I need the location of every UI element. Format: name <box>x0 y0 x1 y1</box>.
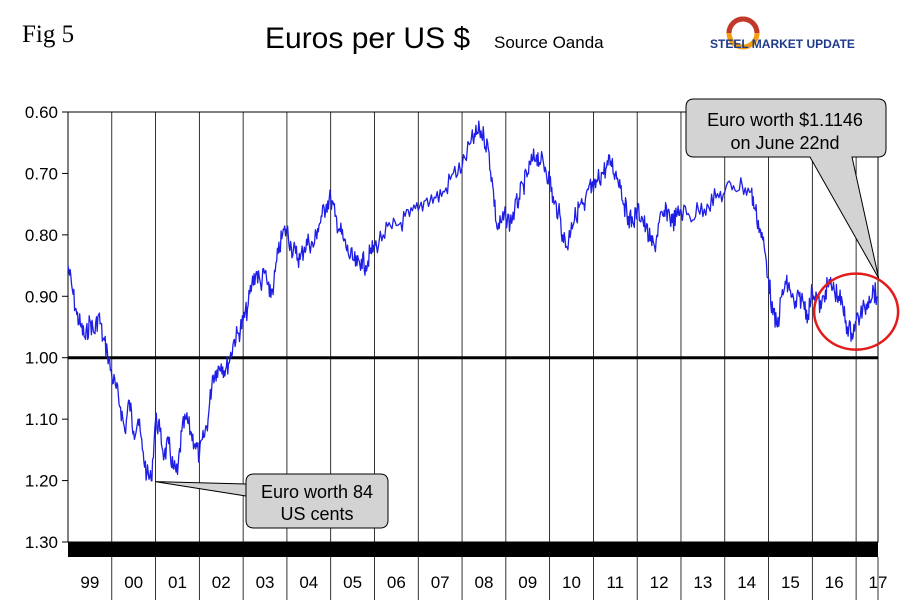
steel-market-update-logo: STEEL MARKET UPDATE <box>710 16 855 51</box>
x-tick-label: 99 <box>80 573 99 592</box>
y-tick-label: 1.20 <box>25 472 58 491</box>
y-axis: 0.60 0.70 0.80 0.90 1.00 1.10 1.20 1.30 <box>25 103 68 552</box>
x-axis-bar <box>68 542 878 557</box>
callout-june-22: Euro worth $1.1146 on June 22nd <box>685 98 887 279</box>
y-tick-label: 0.70 <box>25 164 58 183</box>
x-tick-label: 08 <box>474 573 493 592</box>
callout-text-line-2: US cents <box>280 504 353 524</box>
x-tick-label: 02 <box>212 573 231 592</box>
y-tick-label: 0.90 <box>25 287 58 306</box>
plot-area <box>67 111 879 543</box>
callout-bubble <box>685 98 887 279</box>
callout-84-cents: Euro worth 84 US cents <box>155 473 389 529</box>
x-tick-label: 14 <box>737 573 756 592</box>
y-tick-label: 1.10 <box>25 410 58 429</box>
x-tick-label: 01 <box>168 573 187 592</box>
x-axis: 99 00 01 02 03 04 05 06 07 08 09 10 11 12 13 14 15 16 17 <box>80 557 887 600</box>
x-tick-label: 10 <box>562 573 581 592</box>
series-line-eur-per-usd <box>67 120 878 482</box>
x-tick-label: 13 <box>693 573 712 592</box>
x-tick-label: 16 <box>825 573 844 592</box>
logo-ring-icon <box>726 16 760 50</box>
figure-label: Fig 5 <box>22 21 74 48</box>
x-tick-label: 04 <box>299 573 318 592</box>
y-tick-label: 1.00 <box>25 349 58 368</box>
x-tick-label: 05 <box>343 573 362 592</box>
chart-title: Euros per US $ <box>265 22 470 55</box>
callout-text-line-2: on June 22nd <box>730 133 839 153</box>
x-tick-label: 09 <box>518 573 537 592</box>
x-tick-label: 06 <box>387 573 406 592</box>
y-tick-label: 0.60 <box>25 103 58 122</box>
y-tick-label: 0.80 <box>25 226 58 245</box>
x-tick-label: 15 <box>781 573 800 592</box>
x-tick-label: 00 <box>124 573 143 592</box>
y-tick-label: 1.30 <box>25 533 58 552</box>
logo-text: STEEL MARKET UPDATE <box>710 37 855 51</box>
x-tick-label: 07 <box>431 573 450 592</box>
callout-bubble <box>155 473 389 529</box>
callout-text-line-1: Euro worth 84 <box>261 482 373 502</box>
x-tick-label: 12 <box>650 573 669 592</box>
highlight-circle <box>812 272 900 351</box>
callout-text-line-1: Euro worth $1.1146 <box>707 110 863 130</box>
x-tick-label: 03 <box>256 573 275 592</box>
x-tick-label: 11 <box>606 573 624 592</box>
chart-source-note: Source Oanda <box>494 33 604 52</box>
